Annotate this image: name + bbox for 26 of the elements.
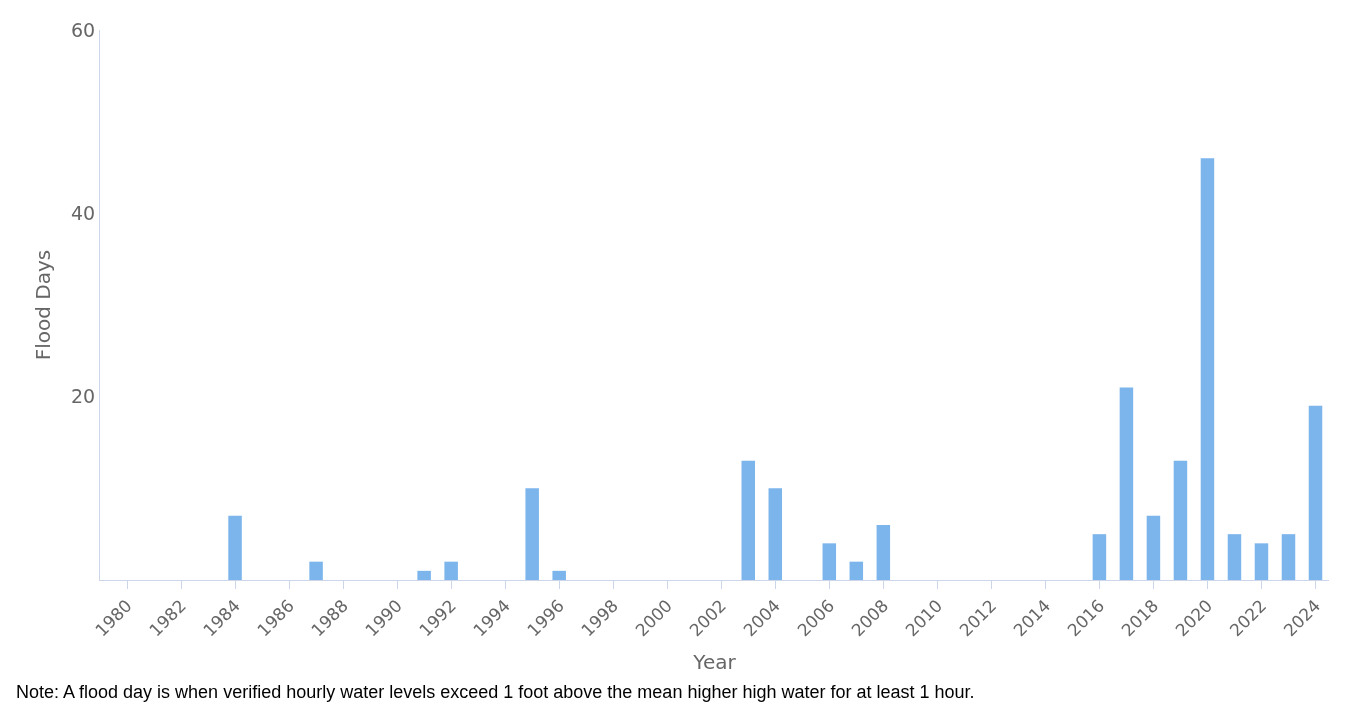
bar: [552, 570, 566, 580]
bar: [822, 543, 837, 580]
bar: [1308, 405, 1323, 580]
bar: [228, 515, 242, 580]
bar: [1281, 534, 1296, 580]
bar: [1146, 515, 1161, 580]
bar: [309, 561, 323, 580]
bar: [849, 561, 864, 580]
bar: [417, 570, 431, 580]
text: Note: A flood day is when verified hourly water levels exceed 1 foot above the mean higher high water for at least 1 hour.: [16, 682, 975, 702]
x-axis-title: Year: [692, 649, 737, 674]
bar: [525, 488, 539, 580]
bar: [741, 460, 756, 580]
bar: [1092, 534, 1107, 580]
bar: [768, 488, 783, 580]
bar: [444, 561, 458, 580]
y-tick-label: 40: [71, 201, 96, 224]
y-axis-title: Flood Days: [30, 249, 55, 361]
bar: [1119, 387, 1134, 580]
y-tick-label: 20: [71, 385, 96, 408]
bar: [1254, 543, 1269, 580]
bar: [1227, 534, 1242, 580]
y-tick-label: 60: [71, 18, 96, 41]
bar: [876, 525, 891, 580]
bar: [1200, 158, 1215, 580]
bar: [1173, 460, 1188, 580]
